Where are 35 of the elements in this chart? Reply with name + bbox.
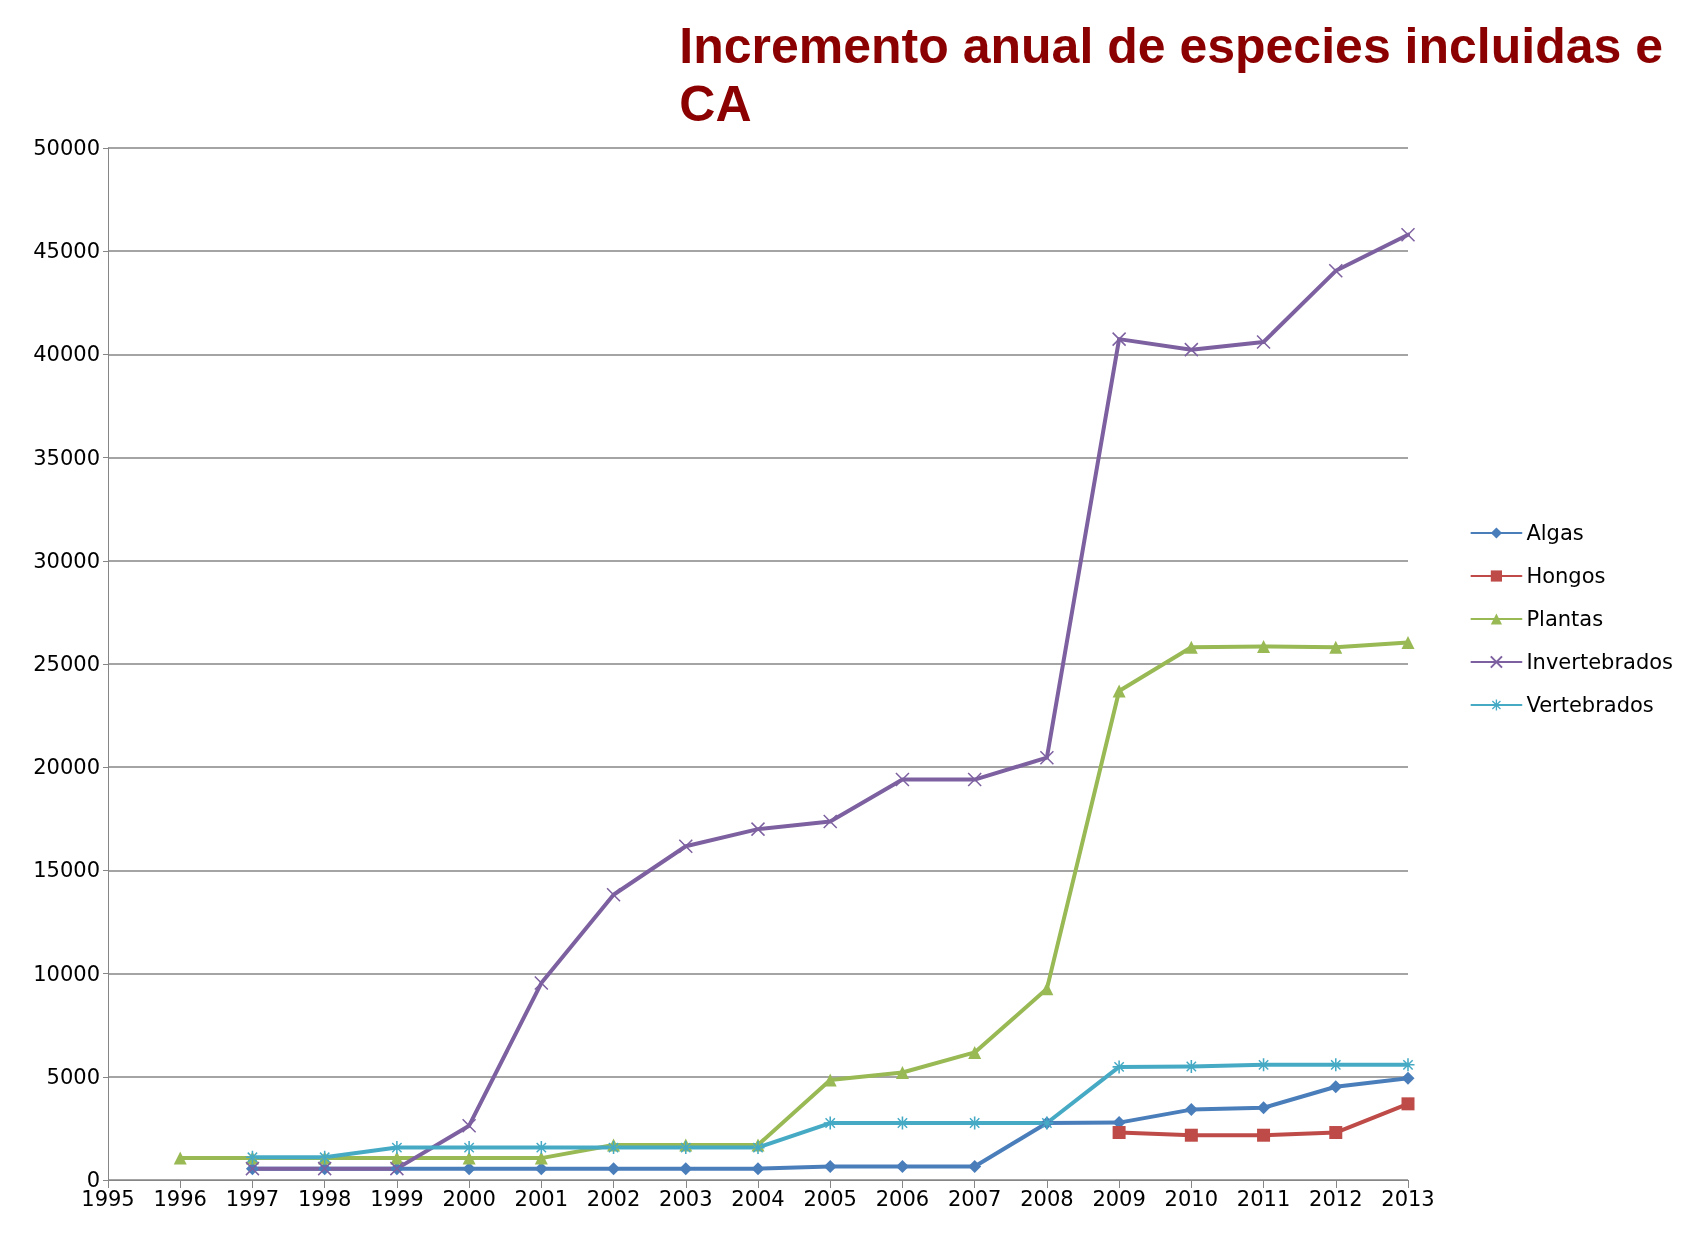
x-tick-label: 1999 bbox=[370, 1186, 424, 1211]
y-tick-label: 10000 bbox=[33, 961, 100, 986]
x-tick-label: 1997 bbox=[225, 1186, 280, 1211]
chart-title: Incremento anual de especies incluidas e CA bbox=[679, 18, 1663, 132]
legend-label: Invertebrados bbox=[1526, 650, 1673, 674]
x-tick-label: 2002 bbox=[586, 1186, 641, 1211]
y-tick-label: 45000 bbox=[33, 239, 100, 264]
x-tick-label: 2001 bbox=[514, 1186, 569, 1211]
x-tick-label: 2004 bbox=[731, 1186, 785, 1211]
x-tick-label: 2007 bbox=[947, 1186, 1002, 1211]
y-tick-label: 5000 bbox=[46, 1064, 100, 1089]
x-tick-label: 1996 bbox=[153, 1186, 207, 1211]
x-tick-label: 2008 bbox=[1020, 1186, 1074, 1211]
x-tick-label: 2010 bbox=[1164, 1186, 1219, 1211]
y-tick-label: 15000 bbox=[33, 858, 100, 883]
x-tick-label: 2013 bbox=[1381, 1186, 1435, 1211]
x-tick-label: 2006 bbox=[875, 1186, 930, 1211]
y-tick-label: 30000 bbox=[33, 548, 100, 573]
x-tick-label: 1995 bbox=[81, 1186, 135, 1211]
x-tick-label: 2012 bbox=[1309, 1186, 1363, 1211]
y-tick-label: 20000 bbox=[33, 755, 100, 780]
y-tick-label: 50000 bbox=[33, 136, 100, 160]
legend-label: Plantas bbox=[1526, 607, 1604, 631]
x-tick-label: 2005 bbox=[803, 1186, 857, 1211]
y-tick-label: 35000 bbox=[33, 445, 100, 470]
y-tick-label: 25000 bbox=[33, 652, 100, 676]
legend-label: Vertebrados bbox=[1526, 693, 1654, 717]
x-tick-label: 2011 bbox=[1236, 1186, 1291, 1211]
x-tick-label: 1998 bbox=[297, 1186, 352, 1211]
x-tick-label: 2000 bbox=[442, 1186, 496, 1211]
y-tick-label: 40000 bbox=[33, 342, 100, 367]
legend-label: Hongos bbox=[1526, 564, 1606, 588]
x-tick-label: 2003 bbox=[659, 1186, 713, 1211]
x-tick-label: 2009 bbox=[1092, 1186, 1146, 1211]
legend-label: Algas bbox=[1526, 521, 1584, 545]
